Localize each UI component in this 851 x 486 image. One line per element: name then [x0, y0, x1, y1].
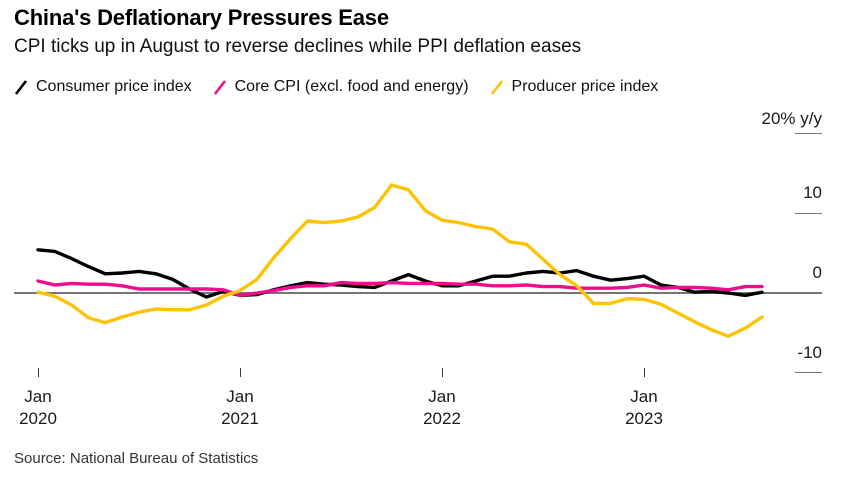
y-axis-label-20: 20% y/y — [761, 109, 822, 128]
chart-area: 20% y/y 10 0 -10 Jan 2020 Jan 2021 Jan — [0, 100, 851, 440]
series-line-core-cpi-excl-food-and-energy — [36, 279, 764, 298]
series-line-producer-price-index — [36, 183, 764, 338]
page-title: China's Deflationary Pressures Ease — [14, 5, 389, 30]
x-tick-mark-2023 — [643, 368, 645, 377]
x-label-year: 2020 — [19, 409, 57, 428]
x-label-year: 2021 — [221, 409, 259, 428]
x-axis-label-2020: Jan 2020 — [6, 386, 70, 430]
y-axis-label-10: 10 — [803, 183, 822, 202]
x-label-year: 2022 — [423, 409, 461, 428]
x-label-year: 2023 — [625, 409, 663, 428]
legend-item-ppi: Producer price index — [490, 78, 659, 96]
x-tick-mark-2021 — [239, 368, 241, 377]
zero-baseline — [14, 292, 822, 294]
x-tick-mark-2020 — [37, 368, 39, 377]
legend: Consumer price index Core CPI (excl. foo… — [14, 77, 658, 97]
x-label-month: Jan — [226, 387, 254, 406]
plot-lines — [36, 183, 764, 338]
legend-item-core-cpi: Core CPI (excl. food and energy) — [213, 78, 469, 96]
core-cpi-slash-icon — [213, 79, 226, 95]
legend-item-cpi: Consumer price index — [14, 78, 192, 96]
x-tick-mark-2022 — [441, 368, 443, 377]
legend-label-cpi: Consumer price index — [36, 78, 192, 95]
chart-subtitle: CPI ticks up in August to reverse declin… — [14, 36, 582, 57]
y-tick-20 — [795, 132, 822, 134]
x-label-month: Jan — [24, 387, 52, 406]
x-label-month: Jan — [630, 387, 658, 406]
legend-label-core-cpi: Core CPI (excl. food and energy) — [234, 78, 469, 95]
y-tick-minus10 — [795, 371, 822, 373]
source-note: Source: National Bureau of Statistics — [14, 450, 259, 467]
x-label-month: Jan — [428, 387, 456, 406]
y-axis-label-0: 0 — [812, 263, 822, 282]
legend-label-ppi: Producer price index — [511, 78, 659, 95]
x-axis-label-2023: Jan 2023 — [612, 386, 676, 430]
series-line-consumer-price-index — [36, 248, 764, 299]
x-axis-label-2021: Jan 2021 — [208, 386, 272, 430]
ppi-slash-icon — [490, 79, 503, 95]
x-axis-label-2022: Jan 2022 — [410, 386, 474, 430]
cpi-slash-icon — [14, 79, 28, 95]
y-tick-10 — [795, 212, 822, 214]
y-axis-label-minus10: -10 — [797, 343, 822, 362]
